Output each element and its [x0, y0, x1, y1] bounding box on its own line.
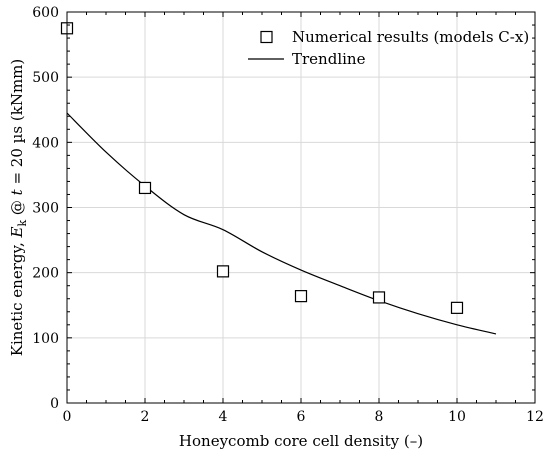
- legend-marker-square: [260, 30, 273, 44]
- y-axis-title-time-symbol: t: [8, 188, 26, 195]
- y-tick-label: 300: [32, 201, 59, 217]
- x-axis-title: Honeycomb core cell density (–): [179, 432, 423, 450]
- grid-lines: [66, 11, 536, 404]
- data-point-marker: [138, 181, 152, 195]
- y-tick-label: 500: [32, 70, 59, 86]
- y-tick-label: 200: [32, 266, 59, 282]
- data-point-marker: [216, 265, 230, 278]
- y-tick-label: 600: [32, 5, 59, 21]
- y-axis-title: Kinetic energy, Ek @ t = 20 µs (kNmm): [8, 59, 29, 357]
- trendline: [66, 112, 497, 335]
- y-axis-title-suffix: = 20 µs (kNmm): [8, 59, 26, 190]
- legend-label: Numerical results (models C-x): [292, 28, 529, 46]
- y-axis-title-mid: @: [8, 195, 26, 220]
- data-point-marker: [294, 290, 308, 303]
- y-axis-title-subscript: k: [16, 220, 29, 227]
- x-tick-label: 10: [448, 409, 466, 425]
- x-tick-label: 12: [526, 409, 544, 425]
- x-tick-label: 6: [297, 409, 306, 425]
- y-tick-label: 400: [32, 135, 59, 151]
- x-tick-label: 8: [375, 409, 384, 425]
- x-tick-label: 4: [219, 409, 228, 425]
- data-point-marker: [450, 301, 464, 314]
- legend: Numerical results (models C-x) Trendline: [248, 28, 529, 68]
- legend-label: Trendline: [292, 50, 366, 68]
- y-axis-title-prefix: Kinetic energy,: [8, 238, 26, 357]
- x-tick-label: 2: [141, 409, 150, 425]
- y-tick-label: 100: [32, 331, 59, 347]
- x-tick-label: 0: [63, 409, 72, 425]
- y-tick-label: 0: [50, 396, 59, 412]
- plot-series: [60, 22, 497, 335]
- y-axis-title-symbol: E: [8, 227, 26, 239]
- axis-ticks: 0 2 4 6 8 10 12 0 100 200 300 400 500 600: [32, 5, 544, 425]
- data-point-marker: [372, 291, 386, 304]
